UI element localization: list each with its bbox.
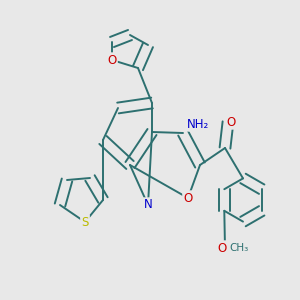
- Text: O: O: [226, 116, 236, 128]
- Text: S: S: [81, 215, 89, 229]
- Text: CH₃: CH₃: [229, 243, 248, 253]
- Text: O: O: [183, 191, 193, 205]
- Text: O: O: [107, 53, 117, 67]
- Text: O: O: [218, 242, 226, 254]
- Text: N: N: [144, 199, 152, 212]
- Text: NH₂: NH₂: [187, 118, 209, 130]
